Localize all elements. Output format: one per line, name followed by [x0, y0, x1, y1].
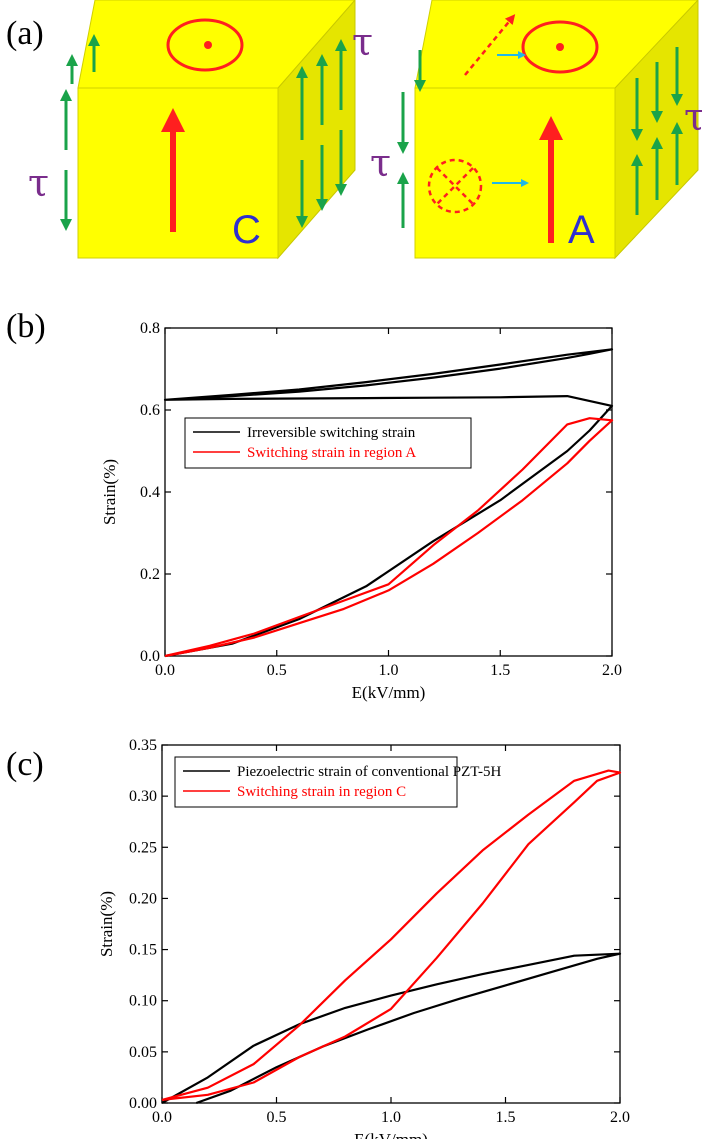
plot-frame — [164, 327, 613, 657]
legend-entry: Switching strain in region C — [237, 784, 406, 800]
legend-entry: Piezoelectric strain of conventional PZT… — [237, 764, 502, 780]
x-tick-label: 1.5 — [490, 662, 510, 679]
x-tick-label: 1.5 — [496, 1109, 516, 1126]
legend-box — [174, 756, 458, 808]
x-tick-label: 2.0 — [610, 1109, 630, 1126]
y-axis-title: Strain(%) — [97, 891, 116, 957]
y-tick-label: 0.8 — [140, 320, 160, 337]
y-tick-label: 0.6 — [140, 402, 160, 419]
polarization-dashed-arrow — [464, 14, 516, 76]
polarization-out-symbol — [166, 18, 244, 72]
series-line-1 — [164, 417, 614, 658]
y-tick-label: 0.05 — [129, 1044, 157, 1061]
tau-symbol: τ — [370, 141, 391, 185]
x-axis-title: E(kV/mm) — [352, 683, 426, 702]
chart-b: 0.0 0.5 1.0 1.5 2.0 0.0 0.2 0.4 0.6 0.8 E(kV/mm) St… — [100, 320, 622, 702]
y-tick-label: 0.2 — [140, 566, 160, 583]
x-tick-label: 2.0 — [602, 662, 622, 679]
x-tick-label: 0.0 — [152, 1109, 172, 1126]
x-axis-title: E(kV/mm) — [354, 1130, 428, 1139]
y-tick-label: 0.0 — [140, 648, 160, 665]
x-tick-label: 0.5 — [267, 1109, 287, 1126]
legend-box — [184, 417, 472, 469]
series-line-1 — [161, 769, 622, 1101]
panel-label-b: (b) — [6, 308, 46, 345]
y-tick-label: 0.00 — [129, 1095, 157, 1112]
x-tick-label: 1.0 — [381, 1109, 401, 1126]
tau-symbol: τ — [684, 95, 702, 139]
y-axis-title: Strain(%) — [100, 459, 119, 525]
y-tick-label: 0.4 — [140, 484, 160, 501]
panel-label-c: (c) — [6, 746, 44, 783]
cube-right-front-face — [414, 87, 616, 259]
chart-c: 0.0 0.5 1.0 1.5 2.0 0.00 0.05 0.10 0.15 0.20 0.25 0… — [97, 737, 630, 1139]
polarization-out-symbol — [521, 20, 599, 74]
cube-left: C τ τ — [28, 0, 373, 260]
y-tick-label: 0.30 — [129, 788, 157, 805]
legend-entry: Irreversible switching strain — [247, 425, 416, 441]
y-tick-label: 0.35 — [129, 737, 157, 754]
cube-left-label: C — [232, 208, 261, 252]
polarization-dot — [204, 41, 212, 49]
x-tick-label: 0.5 — [267, 662, 287, 679]
y-tick-label: 0.20 — [129, 890, 157, 907]
y-tick-label: 0.25 — [129, 839, 157, 856]
tau-symbol: τ — [352, 20, 373, 64]
x-tick-label: 0.0 — [155, 662, 175, 679]
legend-entry: Switching strain in region A — [247, 445, 416, 461]
y-tick-label: 0.15 — [129, 942, 157, 959]
polarization-in-symbol — [427, 158, 483, 214]
panel-label-a: (a) — [6, 15, 44, 52]
series-line-0 — [163, 348, 614, 658]
x-tick-label: 1.0 — [379, 662, 399, 679]
cube-right-label: A — [568, 208, 595, 252]
series-line-0 — [161, 952, 622, 1105]
cube-right: A τ τ — [370, 0, 702, 260]
tau-symbol: τ — [28, 161, 49, 205]
polarization-dot — [556, 43, 564, 51]
y-tick-label: 0.10 — [129, 993, 157, 1010]
